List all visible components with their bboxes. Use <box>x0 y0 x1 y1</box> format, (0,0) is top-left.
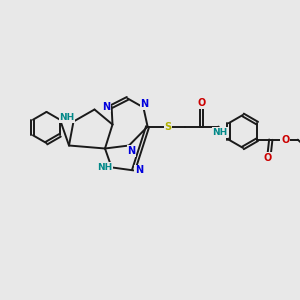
Text: NH: NH <box>59 113 74 122</box>
Text: N: N <box>140 99 149 109</box>
Text: N: N <box>135 165 143 176</box>
Text: O: O <box>281 135 289 145</box>
Text: N: N <box>102 101 110 112</box>
Text: S: S <box>164 122 172 132</box>
Text: N: N <box>127 146 136 156</box>
Text: NH: NH <box>212 128 227 137</box>
Text: NH: NH <box>98 163 112 172</box>
Text: O: O <box>264 153 272 163</box>
Text: O: O <box>197 98 206 108</box>
